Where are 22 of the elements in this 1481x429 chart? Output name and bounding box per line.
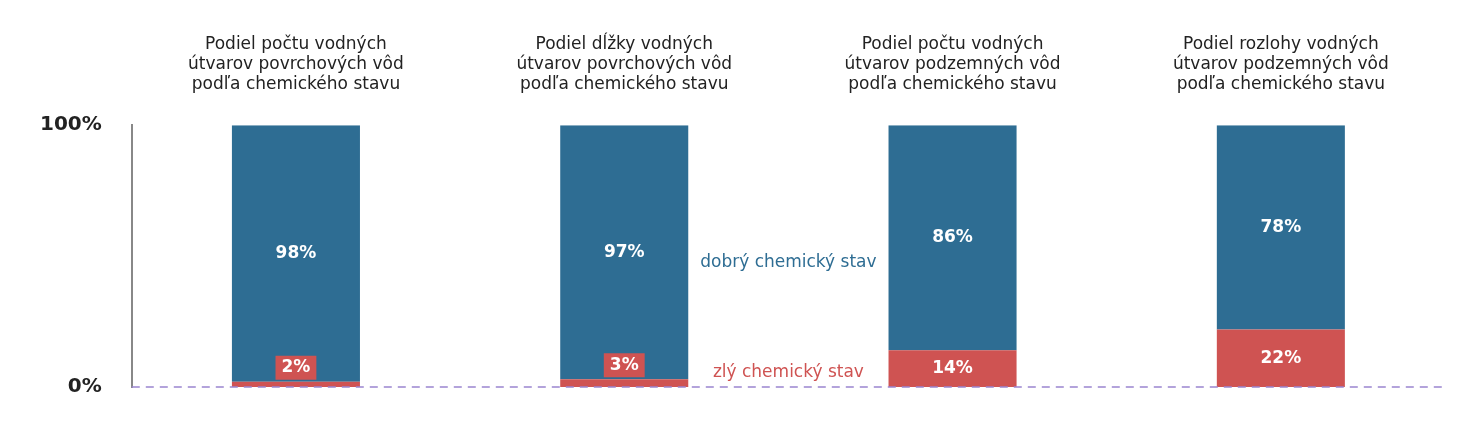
y-tick-label: 0% xyxy=(67,373,102,398)
series-label: dobrý chemický stav xyxy=(700,250,877,271)
x-tick-label: Podiel počtu vodných útvarov podzemných vôd podľa chemického stavu xyxy=(844,32,1061,94)
bar xyxy=(1216,125,1345,330)
data-label: 86% xyxy=(932,226,973,247)
data-label: 78% xyxy=(1260,215,1302,236)
x-tick-label: Podiel dĺžky vodných útvarov povrchových vôd podľa chemického stavu xyxy=(516,31,733,94)
data-label: 2% xyxy=(281,356,311,377)
bar xyxy=(1216,329,1345,387)
bar xyxy=(888,350,1017,387)
series-label: zlý chemický stav xyxy=(712,361,864,382)
y-tick-label: 100% xyxy=(39,111,102,136)
x-tick-label: Podiel rozlohy vodných útvarov podzemných vôd podľa chemického stavu xyxy=(1172,32,1389,94)
bar xyxy=(888,125,1017,351)
data-label: 22% xyxy=(1260,346,1302,367)
data-label: 3% xyxy=(609,353,639,374)
data-label: 97% xyxy=(603,240,645,261)
x-tick-label: Podiel počtu vodných útvarov povrchových vôd podľa chemického stavu xyxy=(188,32,404,94)
bar xyxy=(231,125,360,382)
data-label: 14% xyxy=(932,357,973,378)
data-label: 98% xyxy=(275,241,317,262)
bar xyxy=(560,125,689,380)
